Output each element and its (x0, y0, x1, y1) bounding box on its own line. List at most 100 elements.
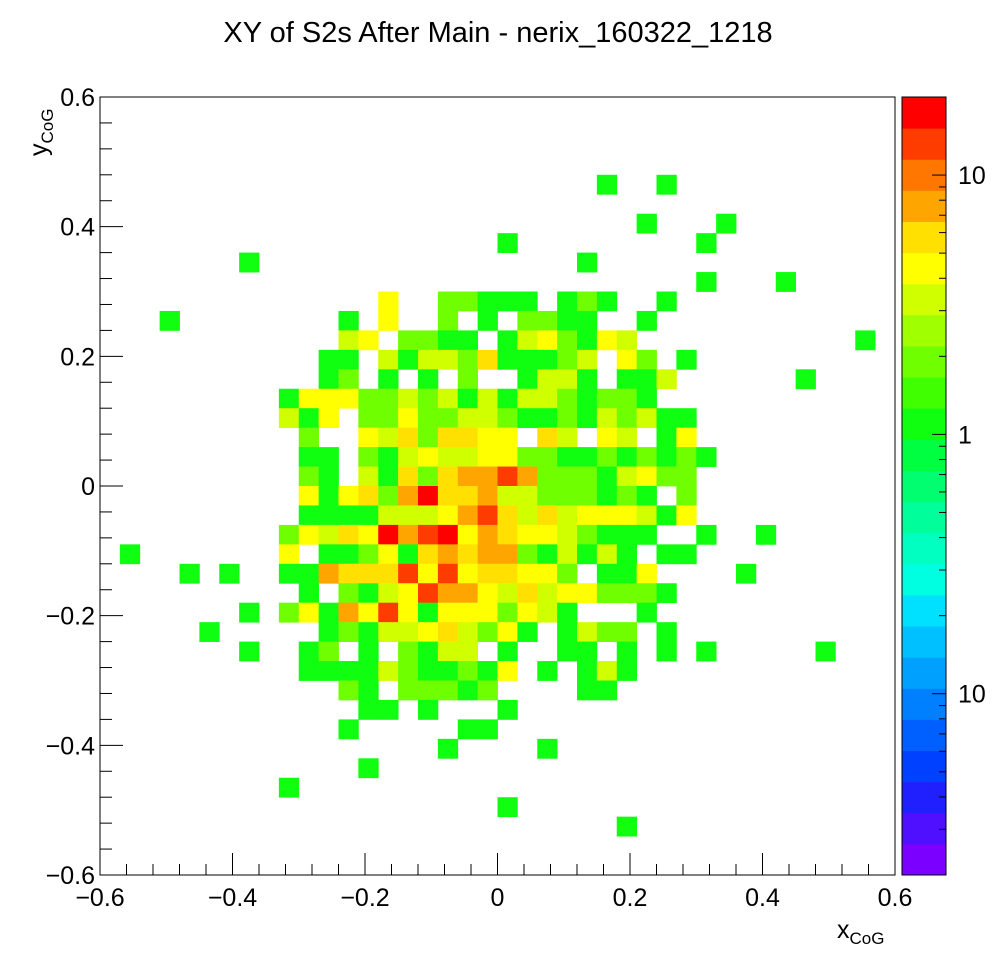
x-axis: −0.6 −0.4 −0.2 0 0.2 0.4 0.6 (75, 853, 912, 912)
heatmap-bin (477, 563, 498, 584)
colorbar-segment (902, 97, 946, 129)
heatmap-bin (616, 349, 638, 370)
heatmap-bin (497, 622, 518, 642)
colorbar-segment (902, 781, 946, 814)
heatmap-bin (298, 466, 320, 487)
heatmap-bin (676, 447, 697, 467)
heatmap-bin (418, 544, 439, 565)
heatmap-bin (437, 408, 459, 429)
heatmap-bin (318, 486, 339, 506)
y-tick-label: −0.6 (46, 862, 95, 890)
heatmap-bin (676, 466, 697, 487)
heatmap-bin (557, 486, 578, 506)
heatmap-bin (577, 466, 598, 487)
heatmap-bin (338, 719, 359, 740)
heatmap-bin (318, 369, 339, 390)
y-tick-label: 0.6 (60, 84, 95, 112)
heatmap-bin (616, 816, 638, 837)
heatmap-bin (457, 349, 479, 370)
heatmap-bin (696, 233, 717, 253)
heatmap-bin (378, 544, 399, 565)
heatmap-bin (457, 680, 479, 701)
heatmap-bin (278, 544, 300, 565)
heatmap-bin (418, 388, 439, 409)
heatmap-bin (676, 349, 697, 370)
heatmap-bin (557, 466, 578, 487)
heatmap-bin (497, 661, 518, 681)
heatmap-bin (318, 447, 339, 467)
heatmap-bin (497, 797, 518, 818)
heatmap-bin (338, 310, 359, 331)
heatmap-bin (636, 388, 657, 409)
y-tick-label: −0.2 (46, 603, 95, 631)
heatmap-bin (457, 641, 479, 662)
heatmap-bin (239, 641, 260, 662)
heatmap-bin (358, 758, 379, 779)
heatmap-bin (219, 563, 240, 584)
heatmap-bin (398, 388, 419, 409)
heatmap-bin (636, 349, 657, 370)
heatmap-bin (338, 369, 359, 390)
heatmap-bin (517, 524, 538, 545)
heatmap-bin (437, 602, 459, 623)
heatmap-bin (418, 602, 439, 623)
heatmap-bin (398, 349, 419, 370)
colorbar-segment (902, 283, 946, 316)
heatmap-bin (517, 622, 538, 642)
heatmap-bin (736, 563, 757, 584)
heatmap-bin (318, 563, 339, 584)
heatmap-bin (457, 583, 479, 604)
heatmap-bin (378, 349, 399, 370)
heatmap-bin (497, 583, 518, 604)
heatmap-bin (537, 583, 558, 604)
heatmap-bin (755, 524, 777, 545)
heatmap-bin (298, 388, 320, 409)
heatmap-bin (418, 369, 439, 390)
y-axis-title-main: y (25, 143, 53, 156)
heatmap-bin (398, 583, 419, 604)
heatmap-bin (338, 486, 359, 506)
heatmap-bin (537, 544, 558, 565)
heatmap-bin (616, 563, 638, 584)
heatmap-bin (437, 583, 459, 604)
heatmap-bin (298, 661, 320, 681)
heatmap-bin (537, 349, 558, 370)
heatmap-bin (298, 486, 320, 506)
heatmap-bin (656, 427, 677, 448)
colorbar-segment (902, 377, 946, 409)
colorbar-segment (902, 626, 946, 658)
x-tick-label: 0 (491, 884, 505, 912)
heatmap-bin (457, 505, 479, 526)
heatmap-bin (398, 427, 419, 448)
colorbar-segment (902, 252, 946, 285)
heatmap-bin (358, 563, 379, 584)
heatmap-bin (636, 563, 657, 584)
heatmap-bin (378, 388, 399, 409)
heatmap-bin (557, 524, 578, 545)
heatmap-bin (457, 408, 479, 429)
heatmap-bin (318, 524, 339, 545)
heatmap-bin (596, 524, 618, 545)
x-axis-title-sub: CoG (850, 929, 885, 948)
heatmap-bin (159, 310, 180, 331)
heatmap-bin (676, 486, 697, 506)
heatmap-bin (437, 622, 459, 642)
colorbar-segment (902, 128, 946, 160)
heatmap-bin (497, 233, 518, 253)
heatmap-bin (676, 505, 697, 526)
colorbar-segment (902, 812, 946, 845)
heatmap-bin (596, 680, 618, 701)
heatmap-bin (398, 680, 419, 701)
heatmap-bin (537, 447, 558, 467)
heatmap-bin (457, 427, 479, 448)
heatmap-bin (358, 622, 379, 642)
heatmap-bin (656, 583, 677, 604)
colorbar-segment (902, 563, 946, 596)
heatmap-bin (338, 583, 359, 604)
heatmap-bin (616, 388, 638, 409)
heatmap-bin (557, 641, 578, 662)
heatmap-bin (477, 680, 498, 701)
heatmap-bin (318, 505, 339, 526)
heatmap-bin (418, 466, 439, 487)
heatmap-bin (358, 486, 379, 506)
